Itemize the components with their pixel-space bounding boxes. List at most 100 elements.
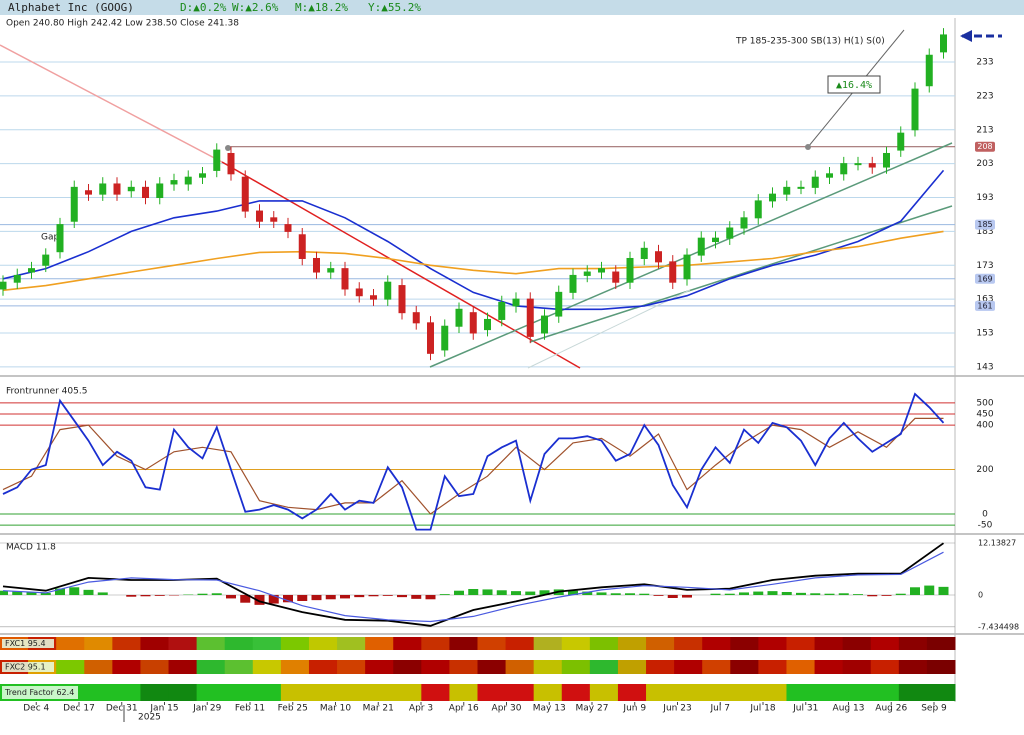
candle-body — [897, 132, 905, 151]
candle-body — [256, 210, 263, 222]
candle-body — [797, 186, 805, 189]
strip-label-bg — [2, 639, 54, 648]
x-tick-label: Jul 18 — [749, 704, 775, 714]
heat-cell — [617, 684, 647, 701]
gap-label: Gap — [41, 233, 59, 243]
heat-cell — [449, 660, 478, 674]
heat-cell — [280, 637, 310, 650]
heat-cell — [814, 660, 844, 674]
heat-cell — [617, 660, 647, 674]
candle-body — [0, 281, 7, 290]
heat-cell — [730, 660, 759, 674]
x-tick-label: May 13 — [533, 704, 566, 714]
candle-body — [184, 176, 192, 185]
heat-cell — [168, 660, 198, 674]
x-tick-label: Jun 9 — [622, 704, 646, 714]
x-tick-label: Apr 3 — [409, 704, 433, 714]
candle-body — [427, 322, 434, 354]
y-tick-label: 183 — [976, 227, 993, 237]
heat-cell — [280, 660, 310, 674]
histogram-bar — [439, 594, 450, 595]
heat-cell — [56, 660, 85, 674]
heat-cell — [786, 684, 816, 701]
histogram-bar — [824, 593, 835, 595]
x-tick-label: Aug 13 — [833, 704, 865, 714]
candle-body — [541, 315, 548, 334]
strip-label: FXC1 95.4 — [5, 639, 46, 648]
heat-cell — [842, 637, 872, 650]
heat-cell — [393, 684, 422, 701]
candle-body — [441, 325, 449, 351]
histogram-bar — [226, 594, 236, 599]
heat-cell — [870, 684, 900, 701]
histogram-bar — [268, 594, 279, 604]
histogram-bar — [753, 591, 764, 595]
heat-cell — [224, 684, 254, 701]
slow-line — [2, 417, 944, 515]
heat-cell — [870, 660, 900, 674]
candle-body — [940, 34, 947, 53]
heat-cell — [758, 637, 787, 650]
heat-cell — [393, 637, 422, 650]
heat-cell — [393, 660, 422, 674]
x-tick-label: Jun 23 — [662, 704, 691, 714]
histogram-bar — [838, 593, 849, 595]
y-tick-label: 0 — [982, 510, 988, 520]
candle-body — [626, 257, 634, 283]
candle-body — [640, 247, 648, 259]
moving-average — [2, 169, 945, 311]
heat-cell — [533, 660, 563, 674]
candle-body — [412, 312, 420, 324]
heat-cell — [168, 684, 198, 701]
heat-cell — [589, 660, 619, 674]
y-tick-label: -50 — [978, 521, 993, 531]
trend-line — [0, 44, 223, 163]
heat-cell — [56, 637, 85, 650]
heat-cell — [674, 684, 703, 701]
heat-cell — [646, 660, 675, 674]
histogram-bar — [739, 592, 749, 595]
level-badge — [975, 300, 995, 311]
y-tick-label: 233 — [976, 58, 993, 68]
candle-body — [28, 268, 35, 273]
y-tick-label: 12.13827 — [978, 539, 1016, 548]
ohlc-label: Open 240.80 High 242.42 Low 238.50 Close… — [6, 19, 239, 29]
heat-cell — [561, 660, 591, 674]
candle-body — [712, 237, 719, 243]
x-tick-label: Jan 29 — [192, 704, 221, 714]
histogram-bar — [895, 593, 906, 595]
x-tick-label: Jan 15 — [149, 704, 178, 714]
candle-body — [199, 173, 206, 178]
histogram-bar — [710, 593, 721, 595]
heat-cell — [449, 637, 478, 650]
heat-cell — [337, 660, 366, 674]
x-tick-label: Jul 7 — [710, 704, 730, 714]
heat-cell — [224, 637, 254, 650]
anchor-dot — [805, 144, 811, 150]
histogram-bar — [724, 593, 735, 595]
histogram-bar — [853, 594, 863, 595]
candle-body — [370, 295, 377, 300]
x-tick-label: Jul 31 — [792, 704, 818, 714]
heat-cell — [477, 684, 507, 701]
histogram-bar — [568, 590, 578, 595]
histogram-bar — [924, 585, 935, 595]
x-tick-label: Mar 21 — [363, 704, 394, 714]
level-badge — [975, 273, 995, 284]
candle-body — [284, 224, 292, 232]
heat-cell — [196, 684, 226, 701]
candle-body — [840, 163, 848, 175]
candle-body — [512, 298, 520, 307]
histogram-bar — [881, 594, 892, 596]
histogram-bar — [867, 594, 878, 597]
heat-cell — [505, 684, 535, 701]
chart-title: Alphabet Inc (GOOG) — [8, 1, 134, 14]
candle-body — [298, 234, 306, 259]
candle-body — [156, 183, 164, 199]
histogram-bar — [411, 594, 422, 599]
histogram-bar — [354, 594, 365, 598]
heat-cell — [674, 637, 703, 650]
y-tick-label: 153 — [976, 329, 993, 339]
candle-body — [697, 237, 705, 256]
candle-body — [569, 274, 577, 293]
